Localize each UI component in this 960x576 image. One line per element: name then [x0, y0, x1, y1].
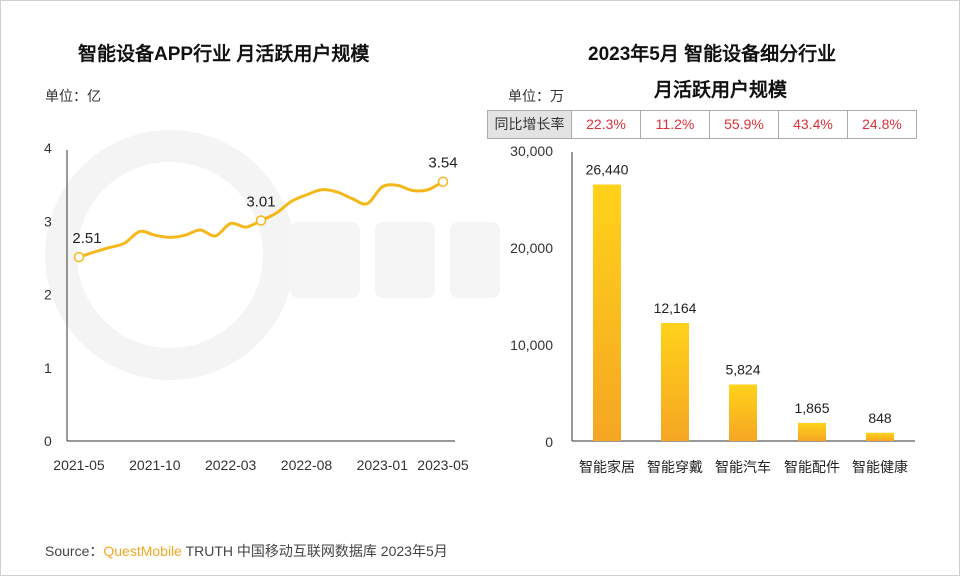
y-tick-label: 0: [44, 433, 52, 449]
watermark-logo: [450, 222, 500, 298]
x-tick-label: 2022-03: [205, 457, 257, 473]
growth-header: 同比增长率: [488, 111, 571, 138]
right-chart-title-line2: 月活跃用户规模: [654, 80, 788, 101]
source-note: Source：QuestMobile TRUTH 中国移动互联网数据库 2023…: [45, 541, 448, 561]
bar-category-label: 智能汽车: [715, 459, 771, 475]
bar-value-label: 1,865: [794, 400, 829, 416]
y-tick-label: 2: [44, 287, 52, 303]
growth-cell: 11.2%: [640, 111, 709, 138]
bar: [661, 323, 689, 441]
data-point: [437, 176, 449, 187]
bar-y-tick-label: 20,000: [510, 240, 553, 256]
bar-value-label: 12,164: [654, 300, 697, 316]
x-tick-label: 2022-08: [281, 457, 333, 473]
data-point: [73, 251, 85, 263]
growth-table: 同比增长率 22.3% 11.2% 55.9% 43.4% 24.8%: [487, 110, 917, 139]
bar-value-label: 848: [868, 410, 892, 426]
bar: [866, 432, 894, 441]
x-tick-label: 2023-01: [357, 457, 409, 473]
growth-cell: 22.3%: [571, 111, 640, 138]
y-tick-label: 1: [44, 360, 52, 376]
watermark-logo: [290, 222, 360, 298]
data-label: 3.01: [246, 194, 275, 211]
growth-cell: 43.4%: [778, 111, 847, 138]
x-tick-label: 2021-10: [129, 457, 181, 473]
right-chart-title-line1: 2023年5月 智能设备细分行业: [588, 44, 837, 65]
bar-y-tick-label: 0: [545, 434, 553, 450]
y-tick-label: 3: [44, 213, 52, 229]
bar-y-tick-label: 30,000: [510, 143, 553, 159]
left-chart-title: 智能设备APP行业 月活跃用户规模: [78, 44, 370, 65]
data-label: 2.51: [72, 230, 101, 247]
data-point: [255, 215, 267, 226]
x-tick-label: 2023-05: [417, 457, 469, 473]
watermark-logo: [375, 222, 435, 298]
x-tick-label: 2021-05: [53, 457, 105, 473]
left-unit-label: 单位：亿: [45, 88, 101, 104]
y-tick-label: 4: [44, 140, 52, 156]
bar: [798, 422, 826, 441]
bar-category-label: 智能健康: [852, 459, 908, 475]
data-label: 3.54: [428, 155, 457, 172]
bar-category-label: 智能配件: [784, 459, 840, 475]
bar-value-label: 5,824: [725, 362, 760, 378]
bar: [729, 384, 757, 441]
right-unit-label: 单位：万: [508, 88, 564, 104]
bar-category-label: 智能家居: [579, 459, 635, 475]
bar-category-label: 智能穿戴: [647, 459, 703, 475]
growth-cell: 24.8%: [847, 111, 916, 138]
bar-value-label: 26,440: [586, 162, 629, 178]
source-rest: TRUTH 中国移动互联网数据库 2023年5月: [185, 543, 448, 559]
source-prefix: Source：: [45, 543, 104, 559]
growth-cell: 55.9%: [709, 111, 778, 138]
bar-y-tick-label: 10,000: [510, 337, 553, 353]
bar: [593, 184, 621, 442]
source-brand: QuestMobile: [103, 543, 182, 559]
